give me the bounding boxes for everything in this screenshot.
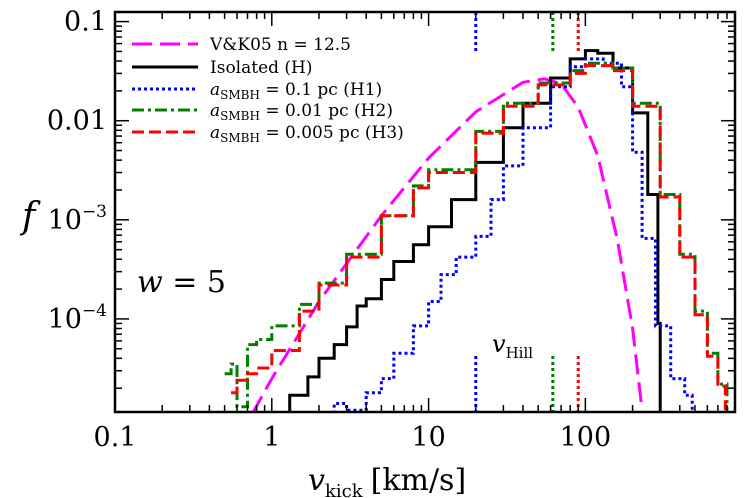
x-tick-label-1: 1 (263, 422, 280, 453)
legend-label-vk05: V&K05 n = 12.5 (209, 35, 351, 55)
y-axis-title: f (19, 196, 41, 237)
annotation-vhill: vHill (492, 330, 533, 362)
tick-labels: 0.1 1 10 100 10−4 10−3 0.01 0.1 (47, 7, 611, 453)
series-line-0 (251, 77, 644, 412)
legend-label-h2: aSMBH = 0.01 pc (H2) (210, 101, 393, 123)
legend-label-h3: aSMBH = 0.005 pc (H3) (210, 123, 404, 145)
x-axis-title: vkick [km/s] (308, 463, 466, 498)
series-layer (224, 49, 729, 412)
plot-frame (113, 10, 737, 414)
y-tick-label-3: 0.1 (64, 7, 107, 38)
legend: V&K05 n = 12.5 Isolated (H) aSMBH = 0.1 … (132, 35, 404, 145)
annotation-w: w = 5 (137, 265, 226, 300)
x-tick-label-2: 10 (411, 422, 445, 453)
y-tick-label-2: 0.01 (47, 106, 107, 137)
series-line-3 (224, 61, 729, 411)
series-line-4 (231, 64, 727, 411)
y-tick-label-0: 10−4 (48, 301, 107, 335)
legend-label-isolated: Isolated (H) (210, 58, 313, 78)
x-tick-label-0: 0.1 (94, 422, 137, 453)
x-tick-label-3: 100 (560, 422, 612, 453)
axis-ticks (114, 12, 736, 412)
legend-label-h1: aSMBH = 0.1 pc (H1) (210, 80, 382, 102)
y-tick-label-1: 10−3 (48, 202, 107, 236)
